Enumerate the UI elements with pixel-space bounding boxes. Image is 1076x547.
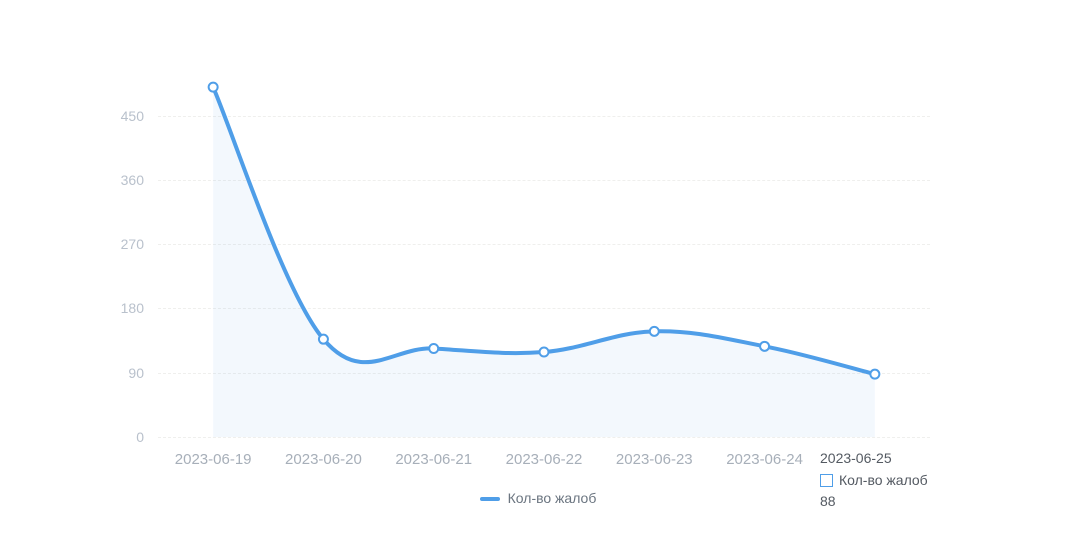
data-point[interactable] [760, 342, 769, 351]
y-tick-label: 180 [121, 300, 144, 316]
x-tick-label: 2023-06-19 [175, 451, 252, 468]
y-tick-label: 450 [121, 108, 144, 124]
tooltip-row: Кол-во жалоб [820, 470, 928, 492]
area-fill [213, 87, 875, 437]
tooltip-value: 88 [820, 491, 928, 513]
y-tick-label: 360 [121, 172, 144, 188]
tooltip-series-label: Кол-во жалоб [839, 472, 928, 488]
legend-label: Кол-во жалоб [508, 490, 597, 506]
legend-swatch [480, 497, 500, 501]
y-tick-label: 90 [128, 365, 144, 381]
x-tick-label: 2023-06-22 [506, 451, 583, 468]
tooltip: 2023-06-25 Кол-во жалоб 88 [820, 448, 928, 513]
tooltip-title: 2023-06-25 [820, 448, 928, 470]
grid-line [158, 437, 930, 438]
complaints-chart: 0 90 180 270 360 450 2023-06-19 2023-06-20 2023-… [0, 0, 1076, 547]
data-point[interactable] [429, 344, 438, 353]
plot-area[interactable]: 0901802703604502023-06-192023-06-202023-… [158, 80, 930, 437]
tooltip-swatch [820, 474, 833, 487]
x-tick-label: 2023-06-20 [285, 451, 362, 468]
data-point[interactable] [319, 335, 328, 344]
x-tick-label: 2023-06-21 [395, 451, 472, 468]
x-tick-label: 2023-06-24 [726, 451, 803, 468]
series-svg [158, 80, 930, 437]
x-tick-label: 2023-06-23 [616, 451, 693, 468]
y-tick-label: 0 [136, 429, 144, 445]
data-point[interactable] [870, 370, 879, 379]
y-tick-label: 270 [121, 236, 144, 252]
data-point[interactable] [540, 348, 549, 357]
data-point[interactable] [209, 83, 218, 92]
data-point[interactable] [650, 327, 659, 336]
